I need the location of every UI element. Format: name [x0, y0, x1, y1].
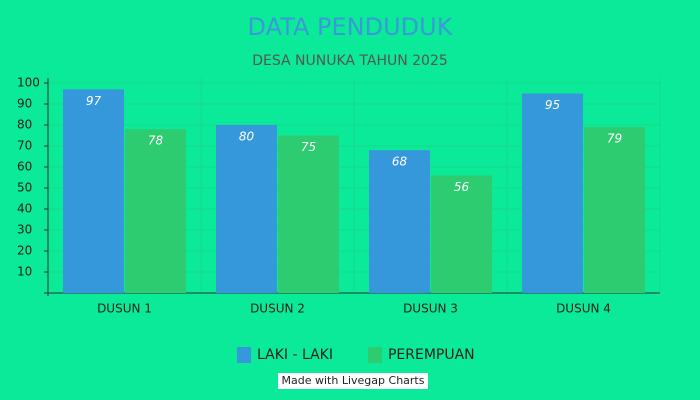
- bar: [431, 175, 492, 293]
- bar: [63, 89, 124, 293]
- legend-swatch: [367, 347, 382, 363]
- y-tick-label: 60: [17, 160, 32, 174]
- credit: Made with Livegap Charts: [282, 374, 425, 387]
- bar: [584, 127, 645, 293]
- y-tick-label: 20: [17, 244, 32, 258]
- chart-subtitle: DESA NUNUKA TAHUN 2025: [252, 53, 448, 69]
- y-tick-label: 40: [17, 202, 32, 216]
- y-tick-label: 90: [17, 97, 32, 111]
- y-tick-label: 50: [17, 181, 32, 195]
- x-tick-label: DUSUN 3: [403, 302, 458, 316]
- x-tick-label: DUSUN 4: [556, 302, 611, 316]
- data-label: 97: [86, 94, 102, 108]
- bar: [278, 135, 339, 293]
- y-tick-label: 70: [17, 139, 32, 153]
- bar: [216, 125, 277, 293]
- y-tick-label: 10: [17, 265, 32, 279]
- data-label: 68: [392, 155, 408, 169]
- credit-box: [278, 373, 428, 389]
- data-label: 56: [454, 180, 470, 194]
- data-label: 75: [301, 140, 316, 154]
- legend-label: LAKI - LAKI: [257, 347, 333, 363]
- data-label: 79: [607, 132, 622, 146]
- data-label: 80: [239, 130, 255, 144]
- y-tick-label: 100: [17, 76, 40, 90]
- bar: [522, 93, 583, 293]
- bar: [125, 129, 186, 293]
- y-tick-label: 80: [17, 118, 32, 132]
- legend-label: PEREMPUAN: [388, 347, 475, 363]
- x-tick-label: DUSUN 2: [250, 302, 305, 316]
- chart-title: DATA PENDUDUK: [248, 13, 454, 41]
- y-tick-label: 30: [17, 223, 32, 237]
- bar: [369, 150, 430, 293]
- legend-swatch: [237, 347, 251, 363]
- data-label: 95: [545, 98, 560, 112]
- data-label: 78: [148, 134, 164, 148]
- x-tick-label: DUSUN 1: [97, 302, 152, 316]
